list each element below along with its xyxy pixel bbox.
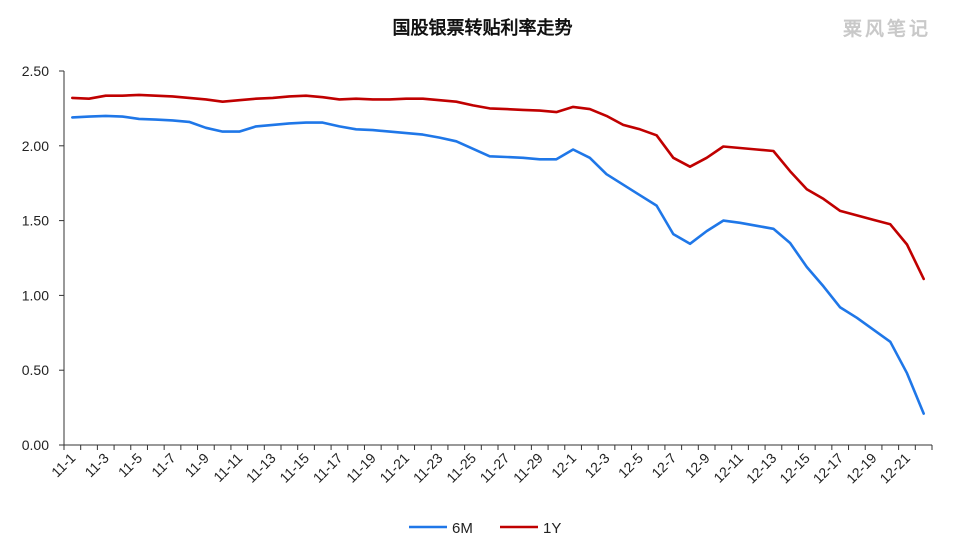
y-tick-label: 1.00	[22, 287, 49, 303]
x-tick-label: 12-7	[648, 450, 679, 481]
series-line-6m	[71, 114, 926, 415]
legend-label-1y: 1Y	[543, 520, 561, 537]
y-tick-label: 0.50	[22, 362, 49, 378]
x-tick-label: 11-29	[510, 450, 546, 486]
x-tick-label: 12-19	[843, 450, 880, 487]
legend-label-6m: 6M	[452, 520, 473, 537]
x-tick-label: 12-5	[615, 450, 646, 481]
x-tick-label: 11-5	[115, 450, 146, 481]
x-tick-label: 12-13	[743, 450, 780, 487]
x-tick-label: 11-19	[343, 450, 379, 486]
x-tick-label: 11-17	[310, 450, 346, 486]
x-tick-label: 12-15	[776, 450, 813, 487]
x-tick-label: 11-21	[376, 450, 412, 486]
x-tick-label: 12-3	[581, 450, 612, 481]
x-tick-label: 11-9	[182, 450, 213, 481]
x-tick-label: 11-25	[443, 450, 479, 486]
x-tick-label: 11-1	[48, 450, 79, 481]
x-tick-label: 12-17	[810, 450, 847, 487]
x-tick-label: 11-23	[410, 450, 446, 486]
x-tick-label: 11-15	[276, 450, 312, 486]
chart-title: 国股银票转贴利率走势	[392, 18, 573, 39]
x-axis: 11-1 11-3 11-5 11-7 11-911-1111-1311-1511-17…	[48, 444, 933, 487]
x-tick-label: 12-9	[682, 450, 713, 481]
watermark-logo: 粟风笔记	[842, 18, 931, 40]
x-tick-label: 12-11	[710, 450, 746, 486]
x-tick-label: 12-21	[876, 450, 913, 487]
x-tick-label: 11-3	[81, 450, 112, 481]
y-axis: 0.00 0.50 1.00 1.50 2.00 2.50	[22, 63, 65, 453]
y-tick-label: 2.50	[22, 63, 49, 79]
x-tick-label: 12-1	[548, 450, 579, 481]
series-line-1y	[71, 93, 926, 281]
x-tick-label: 11-7	[148, 450, 179, 481]
x-tick-label: 11-11	[210, 450, 245, 485]
y-tick-label: 1.50	[22, 213, 49, 229]
y-tick-label: 0.00	[22, 437, 49, 453]
y-tick-label: 2.00	[22, 138, 49, 154]
x-tick-label: 11-27	[477, 450, 513, 486]
x-tick-label: 11-13	[243, 450, 279, 486]
series-layer	[71, 93, 926, 415]
legend: 6M 1Y	[409, 520, 561, 537]
